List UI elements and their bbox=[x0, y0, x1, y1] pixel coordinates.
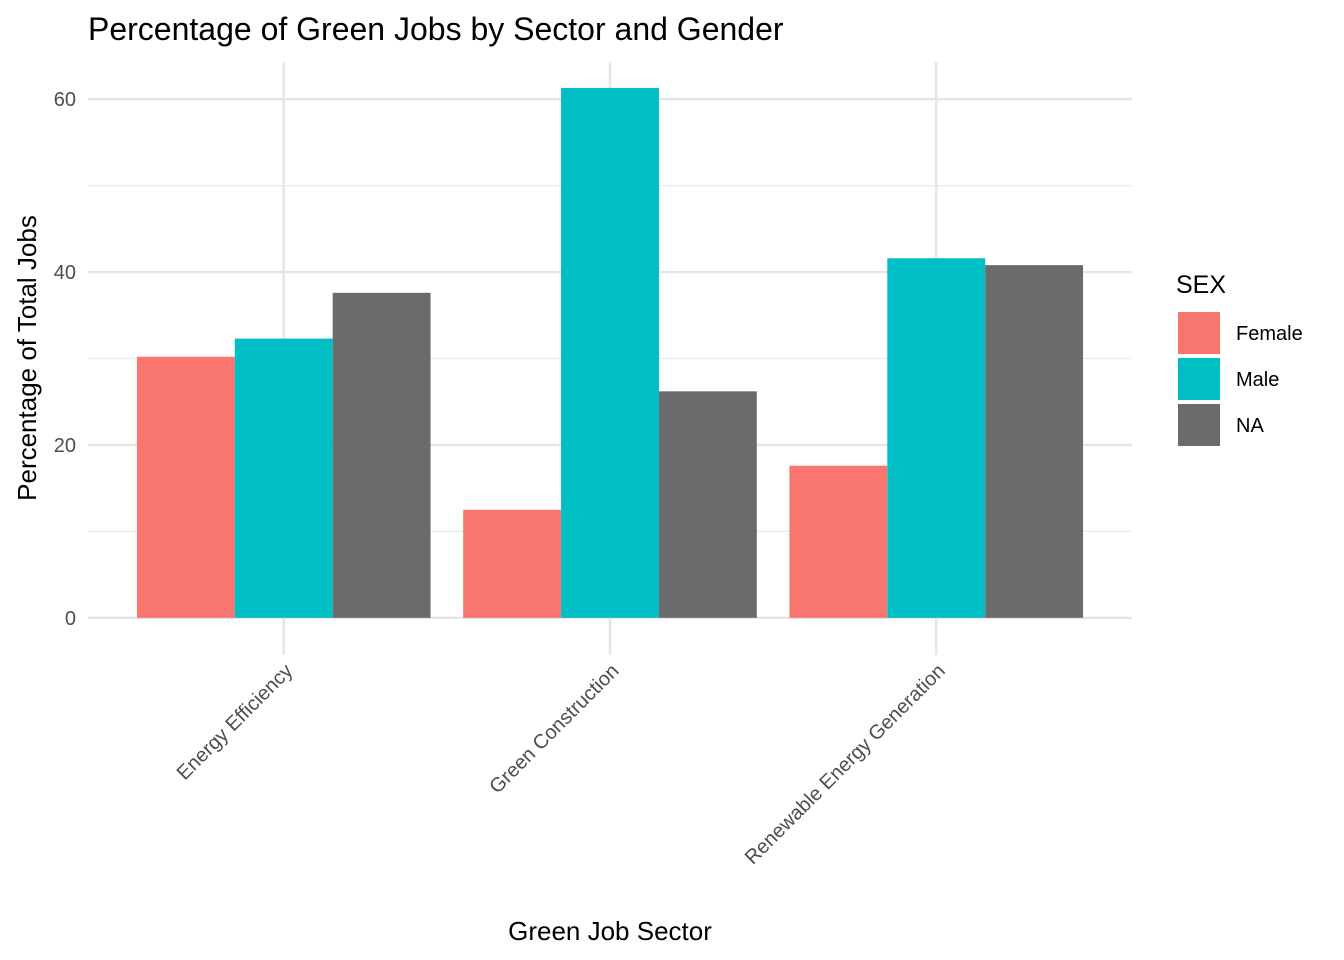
y-axis-title: Percentage of Total Jobs bbox=[12, 215, 42, 501]
bar-female bbox=[463, 509, 562, 618]
bar-na bbox=[985, 265, 1084, 618]
legend-key-na bbox=[1178, 404, 1220, 446]
legend-label: Female bbox=[1236, 323, 1303, 345]
x-tick-label: Green Construction bbox=[485, 660, 623, 798]
x-axis-ticks: Energy Efficiency Green Construction Renew… bbox=[173, 660, 950, 869]
legend-items: Female Male NA bbox=[1178, 312, 1303, 446]
y-tick-label: 20 bbox=[54, 435, 76, 457]
bar-male bbox=[887, 258, 986, 618]
bar-female bbox=[789, 465, 888, 618]
bar-na bbox=[332, 292, 431, 618]
legend-label: NA bbox=[1236, 415, 1264, 437]
y-axis-ticks: 0 20 40 60 bbox=[54, 89, 76, 630]
bar-female bbox=[136, 356, 235, 618]
bar-male bbox=[234, 338, 333, 618]
legend: SEX Female Male NA bbox=[1176, 271, 1303, 446]
x-tick-label: Energy Efficiency bbox=[173, 660, 298, 785]
legend-label: Male bbox=[1236, 369, 1279, 391]
bar-male bbox=[561, 87, 659, 618]
chart-title: Percentage of Green Jobs by Sector and G… bbox=[88, 11, 784, 47]
x-tick-label: Renewable Energy Generation bbox=[741, 660, 950, 869]
x-axis-title: Green Job Sector bbox=[508, 916, 712, 946]
y-tick-label: 0 bbox=[65, 608, 76, 630]
legend-key-male bbox=[1178, 358, 1220, 400]
y-tick-label: 40 bbox=[54, 262, 76, 284]
bars bbox=[136, 87, 1084, 618]
bar-na bbox=[658, 391, 757, 618]
legend-key-female bbox=[1178, 312, 1220, 354]
y-tick-label: 60 bbox=[54, 89, 76, 111]
legend-title: SEX bbox=[1176, 271, 1226, 299]
